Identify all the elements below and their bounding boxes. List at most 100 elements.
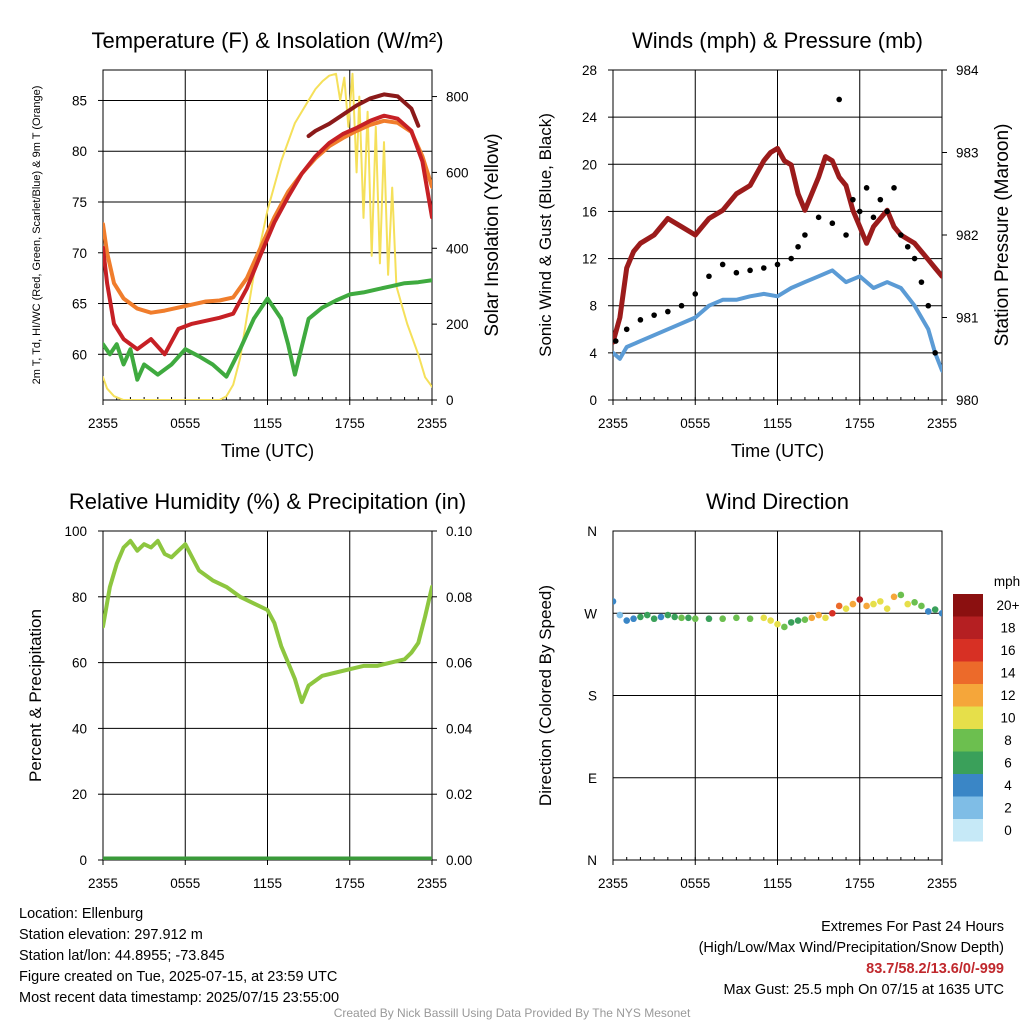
winds-ytick-label: 8 (589, 299, 597, 314)
direction-point (911, 598, 918, 606)
direction-point (931, 606, 939, 613)
temperature-plot-area (103, 72, 432, 400)
temperature-ytick-label: 75 (72, 195, 87, 210)
direction-point (630, 615, 637, 623)
winds-gust-point (802, 232, 808, 238)
direction-point (883, 605, 891, 612)
humidity-ytick-label: 60 (72, 656, 87, 671)
winds-y2tick-label: 983 (956, 146, 979, 161)
direction-point (870, 600, 877, 608)
direction-point (787, 619, 795, 626)
temperature-dewpoint-line (103, 278, 432, 382)
colorbar-label: 14 (1000, 666, 1016, 681)
direction-point (849, 600, 857, 608)
humidity-xtick-label: 2355 (417, 876, 447, 891)
colorbar-label: 6 (1004, 756, 1012, 771)
winds-gust-point (613, 338, 619, 344)
temperature-insolation-line (103, 72, 432, 400)
direction-point (650, 615, 658, 623)
colorbar-swatch (953, 796, 983, 819)
direction-point (760, 614, 768, 622)
station-info: Location: Ellenburg Station elevation: 2… (19, 904, 339, 1009)
direction-xtick-label: 2355 (927, 876, 957, 891)
winds-gust-point (863, 185, 870, 191)
direction-point (643, 611, 651, 619)
direction-point (863, 602, 870, 610)
winds-gust-point (911, 255, 918, 262)
temperature-y2tick-label: 800 (446, 90, 469, 105)
winds-gust-point (925, 302, 932, 309)
direction-point (856, 596, 864, 603)
winds-xtick-label: 0555 (680, 416, 710, 431)
direction-point (664, 611, 672, 619)
temperature-xtick-label: 2355 (88, 416, 118, 431)
extremes-values: 83.7/58.2/13.6/0/-999 (866, 961, 1004, 977)
winds-xtick-label: 1155 (763, 416, 792, 431)
winds-pressure-line (613, 145, 942, 345)
winds-gust-point (665, 308, 671, 315)
humidity-xtick-label: 0555 (170, 876, 200, 891)
direction-point (897, 591, 905, 599)
station-elevation: Station elevation: 297.912 m (19, 927, 203, 943)
winds-ytick-label: 12 (582, 252, 597, 267)
recent-timestamp: Most recent data timestamp: 2025/07/15 2… (19, 990, 340, 1006)
winds-gust-point (884, 208, 890, 215)
winds-ytick-label: 20 (582, 157, 597, 172)
colorbar-swatch (953, 819, 983, 842)
temperature-xtick-label: 1155 (253, 416, 282, 431)
winds-ytick-label: 4 (589, 346, 597, 361)
temperature-xlabel: Time (UTC) (221, 441, 314, 461)
humidity-ytick-label: 40 (72, 721, 87, 736)
direction-point (616, 611, 624, 619)
temperature-ylabel: 2m T, Td, HI/WC (Red, Green, Scarlet/Blu… (31, 86, 43, 385)
winds-gust-point (918, 279, 925, 285)
direction-point (890, 593, 898, 601)
humidity-y2tick-label: 0.10 (446, 524, 472, 539)
winds-gust-point (843, 232, 849, 238)
winds-y2tick-label: 984 (956, 63, 979, 78)
winds-gust-point (719, 261, 726, 268)
direction-point (671, 613, 678, 621)
direction-xtick-label: 1155 (763, 876, 792, 891)
direction-point (746, 615, 754, 623)
colorbar-label: 0 (1004, 823, 1012, 838)
station-location: Location: Ellenburg (19, 906, 144, 922)
figure-created: Figure created on Tue, 2025-07-15, at 23… (19, 969, 338, 985)
winds-xtick-label: 1755 (845, 416, 875, 431)
winds-xtick-label: 2355 (927, 416, 957, 431)
extremes-panel: Extremes For Past 24 Hours (High/Low/Max… (699, 917, 1004, 1001)
humidity-ytick-label: 80 (72, 590, 87, 605)
winds-xtick-label: 2355 (598, 416, 628, 431)
winds-gust-point (836, 96, 842, 103)
direction-ytick-label: W (584, 606, 597, 621)
direction-ytick-label: N (587, 853, 597, 868)
direction-point (938, 609, 942, 617)
direction-title: Wind Direction (706, 489, 849, 514)
winds-gust-point (870, 214, 877, 221)
direction-point (657, 613, 665, 621)
temperature-xtick-label: 0555 (170, 416, 200, 431)
colorbar-label: 10 (1000, 711, 1015, 726)
temperature-y2label: Solar Insolation (Yellow) (482, 133, 503, 336)
humidity-ytick-label: 100 (64, 524, 87, 539)
colorbar-unit: mph (994, 574, 1020, 589)
direction-xtick-label: 0555 (680, 876, 710, 891)
colorbar-swatch (953, 639, 983, 662)
colorbar-swatch (953, 729, 983, 752)
direction-xtick-label: 1755 (845, 876, 875, 891)
colorbar-swatch (953, 774, 983, 797)
humidity-plot-area (103, 538, 432, 860)
colorbar-label: 12 (1000, 688, 1015, 703)
colorbar-label: 4 (1004, 778, 1012, 793)
colorbar-swatch (953, 594, 983, 617)
winds-y2label: Station Pressure (Maroon) (992, 124, 1013, 347)
direction-point (794, 617, 802, 624)
winds-y2tick-label: 982 (956, 228, 979, 243)
winds-title: Winds (mph) & Pressure (mb) (632, 28, 923, 53)
humidity-y2tick-label: 0.08 (446, 590, 472, 605)
winds-gust-point (774, 261, 781, 268)
credit-line: Created By Nick Bassill Using Data Provi… (333, 1006, 691, 1020)
temperature-ytick-label: 65 (72, 297, 87, 312)
winds-ylabel: Sonic Wind & Gust (Blue, Black) (536, 113, 555, 357)
